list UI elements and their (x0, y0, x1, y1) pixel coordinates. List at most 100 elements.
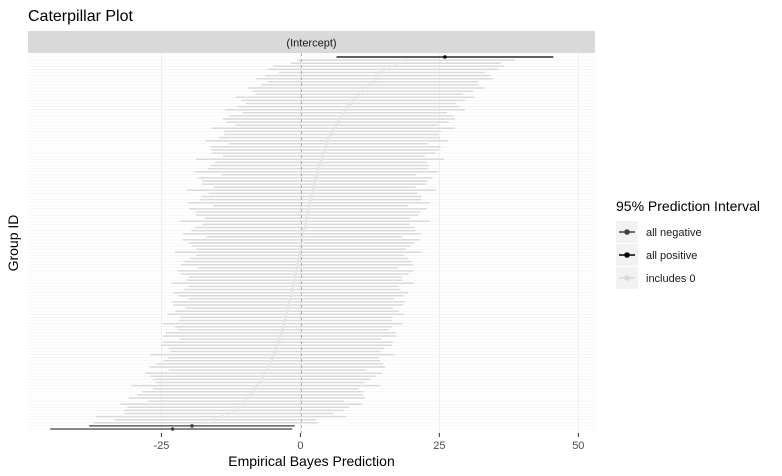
estimate-point (316, 167, 320, 171)
estimate-point (296, 260, 300, 264)
estimate-point (299, 244, 303, 248)
estimate-point (308, 201, 312, 205)
x-axis-title: Empirical Bayes Prediction (228, 453, 395, 469)
estimate-point (321, 154, 325, 158)
estimate-point (317, 163, 321, 168)
estimate-point (371, 80, 375, 84)
estimate-point (351, 98, 355, 102)
estimate-point (240, 402, 244, 406)
estimate-point (316, 170, 320, 174)
estimate-point (309, 194, 314, 199)
estimate-point (344, 108, 348, 112)
legend-key-point (624, 252, 630, 258)
x-tick-label: 25 (433, 440, 445, 452)
estimate-point (334, 123, 338, 127)
estimate-point (257, 380, 261, 385)
estimate-point (292, 278, 296, 282)
estimate-point (404, 58, 408, 62)
estimate-point (288, 297, 292, 301)
estimate-point (281, 325, 285, 329)
estimate-point (307, 204, 311, 208)
estimate-point (332, 126, 336, 130)
legend-label: all positive (646, 250, 697, 262)
estimate-point (313, 179, 317, 183)
estimate-point (296, 263, 300, 267)
estimate-point (292, 281, 296, 285)
estimate-point (327, 136, 331, 140)
estimate-point (337, 117, 341, 121)
facet-strip-label: (Intercept) (286, 38, 336, 50)
estimate-point (287, 300, 291, 304)
legend-label: all negative (646, 227, 702, 239)
estimate-point (295, 266, 299, 270)
legend-key-point (624, 229, 630, 235)
estimate-point (326, 139, 330, 143)
estimate-point (273, 349, 277, 354)
estimate-point (287, 303, 291, 307)
estimate-point (264, 368, 269, 372)
estimate-point (212, 418, 216, 422)
estimate-point (304, 216, 309, 220)
estimate-point (236, 405, 240, 409)
estimate-point (322, 151, 326, 155)
estimate-point (325, 142, 329, 146)
estimate-point (342, 111, 346, 115)
estimate-point (298, 250, 302, 254)
estimate-point (220, 415, 225, 419)
estimate-point (297, 256, 301, 261)
estimate-point (312, 185, 316, 189)
estimate-point (346, 105, 350, 109)
chart-title: Caterpillar Plot (28, 8, 133, 25)
estimate-point (268, 362, 272, 366)
estimate-point (311, 188, 315, 192)
estimate-point (387, 64, 391, 68)
estimate-point (279, 331, 284, 335)
highlighted-estimate-point (443, 55, 447, 59)
estimate-point (293, 275, 297, 279)
estimate-point (294, 269, 298, 273)
legend: 95% Prediction Interval all negative all … (616, 198, 760, 289)
estimate-point (393, 61, 397, 65)
estimate-point (291, 284, 295, 288)
estimate-point (319, 157, 324, 161)
estimate-point (289, 294, 293, 298)
estimate-point (315, 173, 319, 177)
x-tick-label: 0 (297, 440, 303, 452)
estimate-point (354, 95, 358, 99)
estimate-point (368, 83, 372, 87)
estimate-point (323, 148, 327, 152)
estimate-point (283, 318, 287, 323)
estimate-point (289, 291, 294, 295)
estimate-point (357, 92, 361, 96)
estimate-point (318, 160, 322, 164)
estimate-point (270, 356, 275, 360)
interval-series (50, 55, 554, 431)
estimate-point (303, 225, 307, 230)
estimate-point (276, 340, 280, 344)
highlighted-estimate-point (170, 427, 175, 431)
estimate-point (365, 86, 369, 90)
estimate-point (298, 247, 302, 251)
x-axis-ticks: -25 0 25 50 (153, 433, 584, 452)
estimate-point (269, 359, 274, 363)
estimate-point (324, 145, 328, 149)
estimate-point (312, 182, 316, 186)
legend-key-point (624, 275, 630, 281)
y-axis-title: Group ID (5, 215, 21, 272)
estimate-point (282, 322, 286, 326)
legend-label: includes 0 (646, 273, 696, 285)
estimate-point (245, 396, 250, 400)
estimate-point (293, 272, 297, 276)
facet-strip (28, 31, 595, 53)
estimate-point (382, 67, 386, 71)
legend-title: 95% Prediction Interval (616, 198, 760, 214)
estimate-point (308, 198, 312, 202)
estimate-point (204, 421, 208, 425)
estimate-point (255, 384, 259, 388)
estimate-point (285, 309, 289, 313)
estimate-point (243, 399, 247, 403)
estimate-point (280, 328, 285, 332)
x-tick-label: -25 (153, 440, 169, 452)
estimate-point (305, 213, 309, 217)
